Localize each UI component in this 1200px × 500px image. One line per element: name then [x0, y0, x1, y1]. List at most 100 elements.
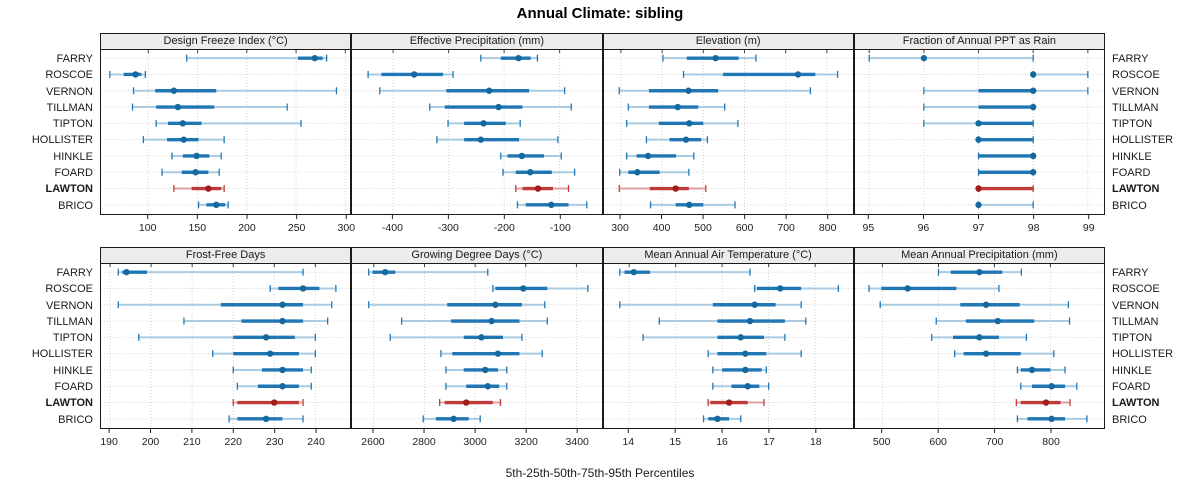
percentile-row-vernon	[618, 87, 811, 95]
percentile-row-hollister	[645, 136, 708, 144]
percentile-row-foard	[711, 382, 769, 390]
axis-tick-label: 220	[225, 436, 243, 448]
percentile-row-lawton	[707, 399, 765, 407]
station-labels-left: FARRY ROSCOE VERNON TILLMAN TIPTON HOLLISTER H…	[0, 33, 100, 239]
station-label: ROSCOE	[1112, 69, 1160, 82]
station-label: BRICO	[58, 413, 93, 426]
axis-tick-label: 18	[809, 436, 821, 448]
percentile-row-roscoe	[753, 284, 839, 292]
percentile-row-roscoe	[269, 284, 337, 292]
percentile-row-tipton	[155, 119, 302, 127]
percentile-row-tipton	[641, 333, 786, 341]
panel-x-axis: 500 600 700 800	[873, 429, 1060, 448]
panel-strip: Effective Precipitation (mm)	[351, 33, 603, 50]
station-label: BRICO	[1112, 199, 1147, 212]
panel-plot-svg	[101, 50, 351, 213]
percentile-row-tillman	[183, 317, 329, 325]
panel-x-axis: 190 200 210 220 230 240	[100, 429, 325, 448]
percentile-row-hinkle	[171, 152, 222, 160]
axis-tick-label: 98	[1028, 222, 1040, 234]
station-label: BRICO	[1112, 413, 1147, 426]
station-label: FOARD	[54, 167, 94, 180]
axis-tick-label: 14	[622, 436, 634, 448]
percentile-row-foard	[502, 168, 576, 176]
panel-plot-area	[100, 264, 352, 429]
station-label: FOARD	[54, 381, 94, 394]
percentile-row-hollister	[707, 350, 802, 358]
axis-tick-label: 600	[735, 222, 753, 234]
panel-plot-area	[853, 50, 1105, 215]
station-label: TILLMAN	[1112, 101, 1159, 114]
percentile-row-farry	[368, 268, 489, 276]
axis-tick-label: 230	[266, 436, 284, 448]
percentile-row-roscoe	[868, 284, 1000, 292]
axis-tick-label: 700	[777, 222, 795, 234]
panel-plot-svg	[352, 50, 602, 213]
station-label: TILLMAN	[1112, 315, 1159, 328]
axis-tick-label: 3000	[464, 436, 488, 448]
axis-tick-label: 99	[1083, 222, 1095, 234]
percentile-row-brico	[517, 201, 588, 209]
panel-mean-annual-precipitation-mm: Mean Annual Precipitation (mm) 500 600 700 8…	[853, 247, 1105, 453]
axis-tick-label: 190	[100, 436, 118, 448]
panel-strip: Design Freeze Index (°C)	[100, 33, 352, 50]
axis-tick-label: 17	[763, 436, 775, 448]
percentile-row-brico	[1016, 415, 1088, 423]
axis-tick-label: -200	[494, 222, 515, 234]
percentile-row-tipton	[138, 333, 316, 341]
station-label: TIPTON	[1112, 332, 1153, 345]
percentile-row-foard	[236, 382, 312, 390]
station-label: TILLMAN	[46, 315, 93, 328]
axis-tick-label: -300	[438, 222, 459, 234]
station-label: ROSCOE	[45, 283, 93, 296]
percentile-row-farry	[618, 268, 751, 276]
station-label: FARRY	[56, 267, 93, 279]
station-label: HOLLISTER	[1112, 134, 1174, 147]
percentile-row-tillman	[627, 103, 725, 111]
station-label: LAWTON	[1112, 183, 1160, 196]
percentile-row-tipton	[625, 119, 739, 127]
axis-tick-label: 97	[972, 222, 984, 234]
panel-plot-svg	[352, 264, 602, 427]
axis-tick-label: 210	[183, 436, 201, 448]
percentile-row-foard	[977, 168, 1037, 176]
panel-strip: Growing Degree Days (°C)	[351, 247, 603, 264]
percentile-row-tillman	[922, 103, 1037, 111]
panel-x-axis: 300 400 500 600 700 800	[611, 215, 836, 234]
station-label: HOLLISTER	[31, 348, 93, 361]
panel-x-axis: 2600 2800 3000 3200 3400	[362, 429, 589, 448]
percentile-row-roscoe	[1029, 70, 1089, 78]
axis-tick-label: 800	[1042, 436, 1060, 448]
panel-grid: FARRY ROSCOE VERNON TILLMAN TIPTON HOLLISTER H…	[0, 33, 1200, 453]
panel-plot-svg	[603, 264, 853, 427]
station-label: HOLLISTER	[1112, 348, 1174, 361]
percentile-row-hinkle	[232, 366, 312, 374]
station-label: ROSCOE	[45, 69, 93, 82]
percentile-row-vernon	[379, 87, 566, 95]
percentile-row-lawton	[232, 399, 304, 407]
percentile-row-foard	[1019, 382, 1078, 390]
percentile-row-tillman	[935, 317, 1070, 325]
station-label: HINKLE	[1112, 150, 1152, 163]
station-label: FOARD	[1112, 381, 1151, 394]
panel-strip: Elevation (m)	[602, 33, 854, 50]
percentile-row-foard	[161, 168, 220, 176]
panel-plot-area	[100, 50, 352, 215]
panel-frost-free-days: Frost-Free Days 190 200 210 220 230 240	[100, 247, 352, 453]
percentiles-caption: 5th-25th-50th-75th-95th Percentiles	[505, 466, 695, 480]
station-label: HINKLE	[1112, 364, 1152, 377]
panel-growing-degree-days-c: Growing Degree Days (°C) 2600 2800 3000 3200…	[351, 247, 603, 453]
percentile-row-brico	[702, 415, 741, 423]
axis-tick-label: 16	[716, 436, 728, 448]
station-label: BRICO	[58, 199, 93, 212]
percentile-row-roscoe	[682, 70, 838, 78]
percentile-row-lawton	[515, 185, 570, 193]
station-label: LAWTON	[45, 183, 93, 196]
percentile-row-tillman	[131, 103, 288, 111]
percentile-row-farry	[937, 268, 1022, 276]
panel-x-axis: 100 150 200 250 300	[139, 215, 355, 234]
axis-tick-label: 100	[139, 222, 157, 234]
station-label: HINKLE	[53, 364, 93, 377]
percentile-row-brico	[228, 415, 304, 423]
percentile-row-lawton	[1015, 399, 1071, 407]
